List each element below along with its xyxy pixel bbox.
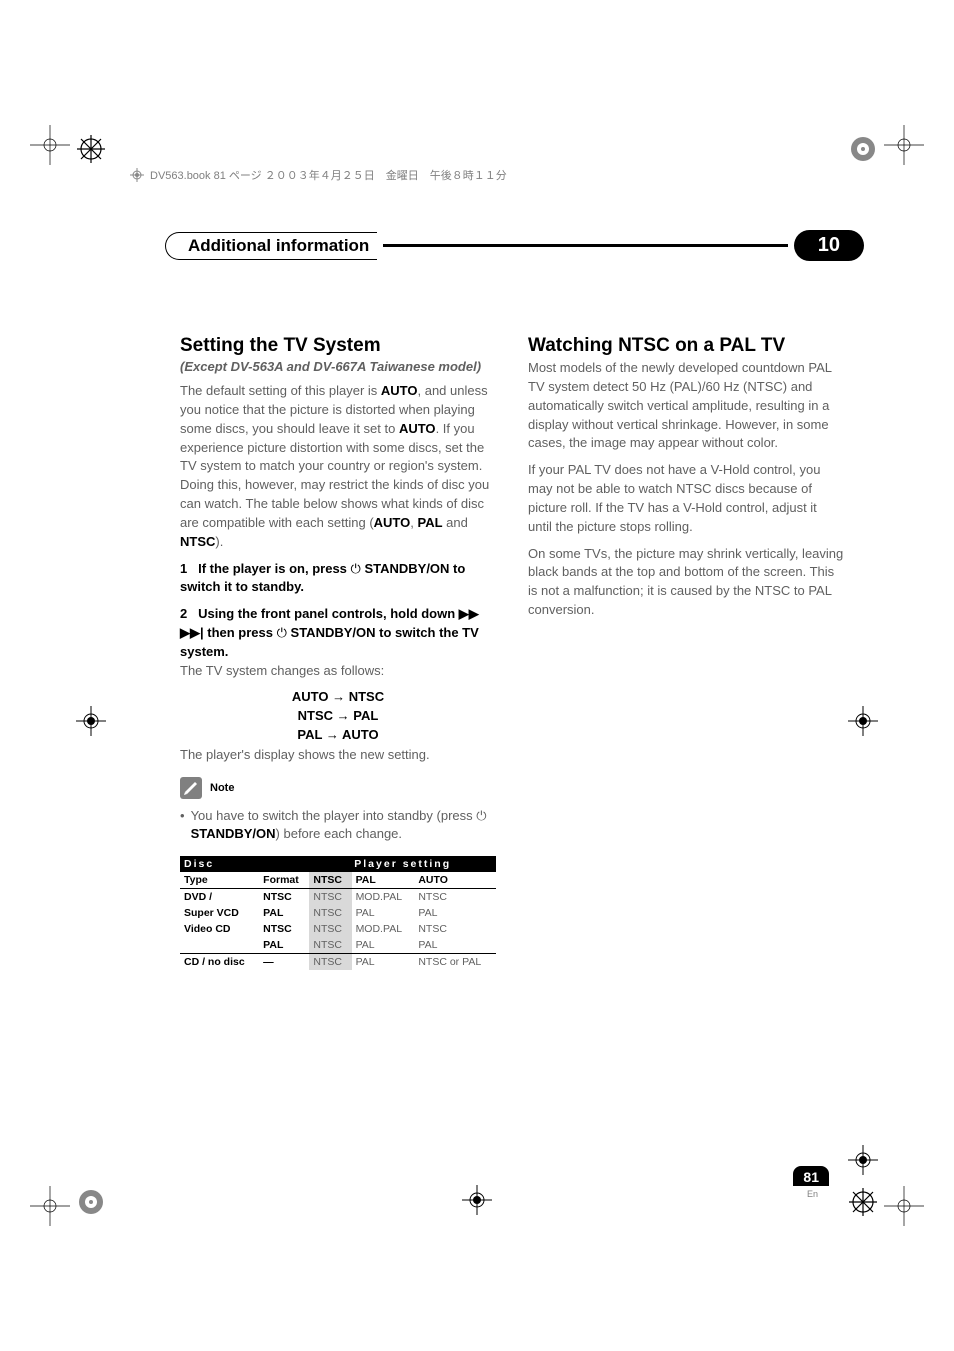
cell-ntsc: NTSC bbox=[309, 954, 351, 971]
standby-icon: ⏻ bbox=[351, 561, 361, 576]
right-para2: If your PAL TV does not have a V-Hold co… bbox=[528, 461, 844, 536]
standby-icon: ⏻ bbox=[277, 625, 287, 640]
cell-type: Super VCD bbox=[180, 905, 259, 921]
arrow-line-3: PAL → AUTO bbox=[180, 727, 496, 742]
crop-mark-tr bbox=[884, 125, 924, 165]
compatibility-table: Disc Player setting Type Format NTSC PAL… bbox=[180, 856, 496, 970]
note-label: Note bbox=[210, 782, 234, 794]
step-1: 1 If the player is on, press ⏻ STANDBY/O… bbox=[180, 560, 496, 598]
sub-auto: AUTO bbox=[414, 872, 496, 889]
cell-auto: PAL bbox=[414, 937, 496, 954]
cell-auto: NTSC bbox=[414, 889, 496, 906]
section-title: Additional information bbox=[176, 232, 377, 260]
table-row: DVD /NTSCNTSCMOD.PALNTSC bbox=[180, 889, 496, 906]
cell-format: NTSC bbox=[259, 889, 309, 906]
header-text: DV563.book 81 ページ ２００３年４月２５日 金曜日 午後８時１１分 bbox=[150, 167, 507, 183]
section-number-badge: 10 bbox=[794, 230, 864, 261]
table-row: Video CDNTSCNTSCMOD.PALNTSC bbox=[180, 921, 496, 937]
radial-mark bbox=[847, 133, 879, 165]
right-para1: Most models of the newly developed count… bbox=[528, 359, 844, 453]
document-header: DV563.book 81 ページ ２００３年４月２５日 金曜日 午後８時１１分 bbox=[130, 167, 507, 183]
radial-mark bbox=[847, 1144, 879, 1176]
header-divider bbox=[383, 244, 787, 247]
radial-mark bbox=[461, 1184, 493, 1216]
standby-icon: ⏻ bbox=[476, 808, 486, 823]
page-number-badge: 81 bbox=[793, 1166, 829, 1186]
note-header: Note bbox=[180, 777, 496, 799]
left-para1: The default setting of this player is AU… bbox=[180, 382, 496, 552]
th-player: Player setting bbox=[309, 856, 496, 872]
crop-mark-bl bbox=[30, 1186, 70, 1226]
cell-type: CD / no disc bbox=[180, 954, 259, 971]
cell-ntsc: NTSC bbox=[309, 921, 351, 937]
cell-format: PAL bbox=[259, 905, 309, 921]
cross-icon bbox=[130, 168, 144, 182]
cell-auto: PAL bbox=[414, 905, 496, 921]
sub-pal: PAL bbox=[352, 872, 415, 889]
cell-pal: PAL bbox=[352, 954, 415, 971]
left-subtitle: (Except DV-563A and DV-667A Taiwanese mo… bbox=[180, 359, 496, 374]
note-icon bbox=[180, 777, 202, 799]
sub-ntsc: NTSC bbox=[309, 872, 351, 889]
right-heading: Watching NTSC on a PAL TV bbox=[528, 335, 844, 357]
arrow-line-1: AUTO → NTSC bbox=[180, 689, 496, 704]
left-heading: Setting the TV System bbox=[180, 335, 496, 357]
left-para2: The player's display shows the new setti… bbox=[180, 746, 496, 765]
cell-type: DVD / bbox=[180, 889, 259, 906]
crop-mark-tl bbox=[30, 125, 70, 165]
sub-format: Format bbox=[259, 872, 309, 889]
cell-type: Video CD bbox=[180, 921, 259, 937]
cell-pal: PAL bbox=[352, 937, 415, 954]
table-header-row: Disc Player setting bbox=[180, 856, 496, 872]
right-column: Watching NTSC on a PAL TV Most models of… bbox=[528, 335, 844, 970]
radial-mark bbox=[75, 1186, 107, 1218]
cell-ntsc: NTSC bbox=[309, 889, 351, 906]
table-subheader-row: Type Format NTSC PAL AUTO bbox=[180, 872, 496, 889]
cell-ntsc: NTSC bbox=[309, 937, 351, 954]
sub-type: Type bbox=[180, 872, 259, 889]
cell-auto: NTSC or PAL bbox=[414, 954, 496, 971]
radial-mark bbox=[75, 705, 107, 737]
radial-mark bbox=[75, 133, 107, 165]
note-bullet: • You have to switch the player into sta… bbox=[180, 807, 496, 845]
cell-pal: MOD.PAL bbox=[352, 889, 415, 906]
section-header: Additional information 10 bbox=[165, 230, 864, 261]
right-para3: On some TVs, the picture may shrink vert… bbox=[528, 545, 844, 620]
cell-format: PAL bbox=[259, 937, 309, 954]
cell-pal: PAL bbox=[352, 905, 415, 921]
cell-ntsc: NTSC bbox=[309, 905, 351, 921]
arrow-line-2: NTSC → PAL bbox=[180, 708, 496, 723]
step-2: 2 Using the front panel controls, hold d… bbox=[180, 605, 496, 680]
crop-mark-br bbox=[884, 1186, 924, 1226]
cell-type bbox=[180, 937, 259, 954]
cell-auto: NTSC bbox=[414, 921, 496, 937]
table-row: PALNTSCPALPAL bbox=[180, 937, 496, 954]
th-disc: Disc bbox=[180, 856, 309, 872]
left-column: Setting the TV System (Except DV-563A an… bbox=[180, 335, 496, 970]
table-row: Super VCDPALNTSCPALPAL bbox=[180, 905, 496, 921]
cell-format: NTSC bbox=[259, 921, 309, 937]
cell-pal: MOD.PAL bbox=[352, 921, 415, 937]
content-area: Setting the TV System (Except DV-563A an… bbox=[180, 335, 844, 970]
page-language: En bbox=[807, 1189, 818, 1199]
radial-mark bbox=[847, 1186, 879, 1218]
radial-mark bbox=[847, 705, 879, 737]
table-row: CD / no disc—NTSCPALNTSC or PAL bbox=[180, 954, 496, 971]
cell-format: — bbox=[259, 954, 309, 971]
